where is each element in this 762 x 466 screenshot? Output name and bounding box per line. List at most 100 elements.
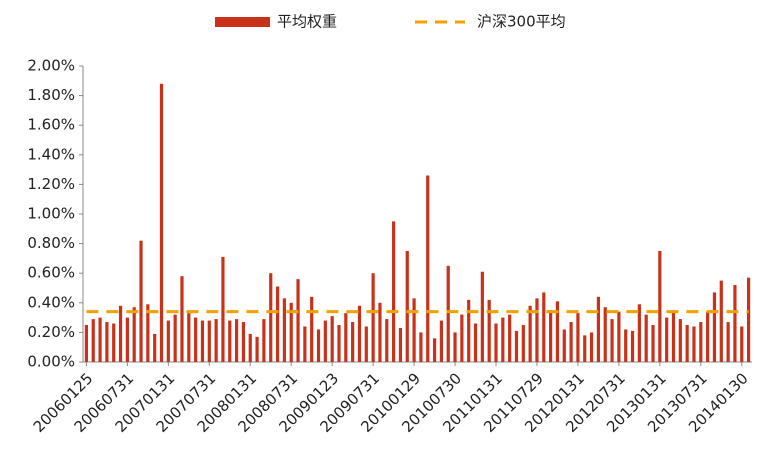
bar [699,322,703,362]
bar [357,305,362,362]
bar [521,325,525,362]
bar [617,311,621,362]
bar [214,319,218,362]
bar [221,256,225,362]
bar [501,317,505,362]
bar [392,221,396,362]
y-tick-label: 1.60% [27,116,75,134]
bar [248,333,252,362]
bar [351,322,355,362]
bar [303,326,307,362]
bar [289,302,293,362]
bar [576,313,580,362]
bar [275,286,280,362]
bar [583,335,587,362]
bar [658,251,662,362]
bar [596,296,601,362]
bar [296,279,300,362]
bar [740,326,744,362]
bar [480,271,484,362]
bar [364,326,368,362]
bar [589,332,594,362]
bar [733,285,737,362]
bar [746,277,751,362]
bar [439,320,443,362]
bar [241,322,246,362]
bar [603,307,607,362]
bar [282,298,286,362]
bar [105,322,109,362]
bar [473,323,478,362]
y-tick-label: 2.00% [27,57,75,75]
bar [269,273,273,362]
bar [419,332,423,362]
bar [719,280,723,362]
bar [255,336,259,362]
bar [535,298,539,362]
legend-label: 沪深300平均 [477,13,566,31]
bar [316,329,321,362]
bar [385,319,389,362]
bar [194,317,198,362]
y-tick-label: 1.40% [27,145,75,163]
bar [118,305,123,362]
bar [330,316,334,362]
bar [344,313,348,362]
bar [426,175,430,362]
bar [98,317,102,362]
bar [712,292,717,362]
bar [514,330,519,362]
y-tick-label: 1.20% [27,175,75,193]
bar [671,311,676,362]
bar [378,302,382,362]
bar [549,310,553,362]
bar [207,320,211,362]
bar [644,314,648,362]
bar [528,305,532,362]
y-tick-label: 1.00% [27,205,75,223]
y-tick-label: 1.80% [27,86,75,104]
bar [494,323,498,362]
bar [508,314,512,362]
bar [132,307,136,362]
bar [323,320,327,362]
bar [487,299,491,362]
bar [112,323,116,362]
bar [726,322,730,362]
bar [337,325,341,362]
bar [569,322,573,362]
bar [228,320,232,362]
y-tick-label: 0.20% [27,323,75,341]
bar [125,317,129,362]
bar [460,314,464,362]
bar [678,319,682,362]
y-tick-label: 0.00% [27,353,75,371]
bar [432,338,437,362]
y-tick-label: 0.80% [27,234,75,252]
bar [153,333,157,362]
bar [630,330,635,362]
y-tick-label: 0.40% [27,293,75,311]
bar [542,292,546,362]
bar [173,314,177,362]
bar [187,313,191,362]
bar [555,301,560,362]
bar [200,320,205,362]
bar [159,83,164,362]
bar [467,299,471,362]
bar [166,320,170,362]
legend-label: 平均权重 [277,13,337,31]
bar [412,298,416,362]
bar [405,251,409,362]
bar [706,311,710,362]
bar [262,319,266,362]
bar [610,319,614,362]
bar [446,265,450,362]
bar [665,317,669,362]
bar [180,276,184,362]
bar [692,326,696,362]
y-tick-label: 0.60% [27,264,75,282]
bar [146,304,150,362]
bar [371,273,375,362]
bar [91,319,95,362]
